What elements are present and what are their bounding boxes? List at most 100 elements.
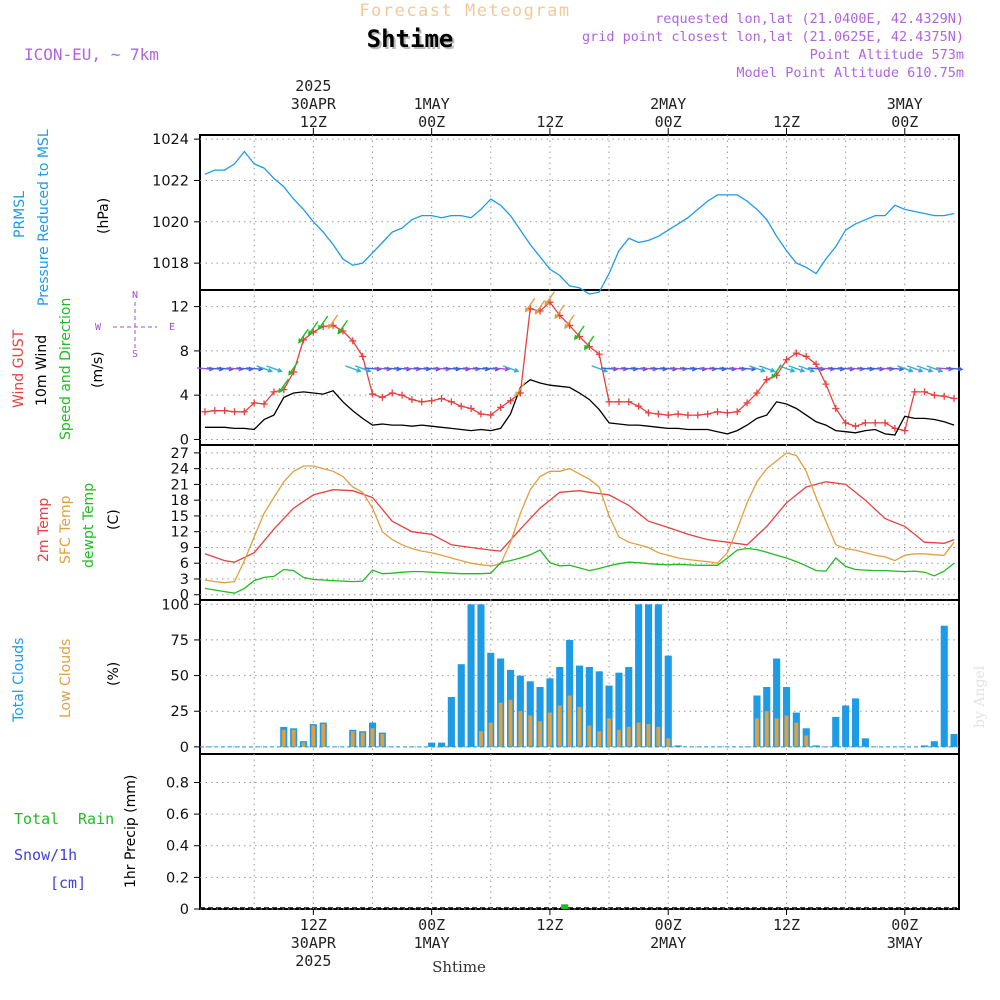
wind-direction-arrows xyxy=(196,291,964,397)
bottom-time-label: 00Z xyxy=(891,916,918,934)
gust-marker xyxy=(792,349,800,357)
wind-arrow xyxy=(857,367,874,370)
gust-marker xyxy=(753,389,761,397)
wind-arrow xyxy=(817,367,834,370)
gust-marker xyxy=(694,411,702,419)
wind-arrow xyxy=(798,365,814,372)
wind-arrow xyxy=(610,367,627,370)
bar-low-clouds xyxy=(567,695,572,747)
wind-arrow xyxy=(534,300,546,315)
top-time-label: 00Z xyxy=(891,113,918,131)
series-line-sfc-temp xyxy=(204,452,955,584)
ytick-label-2: 24 xyxy=(171,462,189,478)
grid-lines xyxy=(200,135,959,910)
bottom-time-label: 3MAY xyxy=(887,934,923,952)
gust-marker xyxy=(615,398,623,406)
temp2m-label: 2m Temp xyxy=(36,498,52,562)
wind-unit: (m/s) xyxy=(90,351,106,388)
wind-arrow-head xyxy=(574,335,579,341)
wind-arrow-head xyxy=(327,323,333,330)
top-time-label: 00Z xyxy=(418,113,445,131)
clouds-unit: (%) xyxy=(106,662,122,686)
wind-arrow-head xyxy=(278,388,284,394)
bar-low-clouds xyxy=(587,725,592,747)
ytick-label-0: 1018 xyxy=(152,256,189,272)
bar-total-clouds xyxy=(861,738,869,747)
bar-total-clouds xyxy=(428,742,436,747)
wind-arrow xyxy=(620,367,637,370)
gust-label: Wind GUST xyxy=(11,329,27,408)
wind-arrow xyxy=(433,367,450,370)
bar-total-clouds xyxy=(654,604,662,747)
wind-arrow xyxy=(906,365,923,372)
bar-low-clouds xyxy=(597,731,602,747)
wind10-label: 10m Wind xyxy=(34,335,50,406)
wind-arrow xyxy=(403,367,420,370)
wind-arrow xyxy=(886,367,903,370)
wind-arrow xyxy=(443,367,460,370)
wind-arrow xyxy=(413,367,430,370)
bar-low-clouds xyxy=(548,712,552,747)
bar-total-clouds xyxy=(950,734,958,747)
bar-total-clouds xyxy=(773,658,781,747)
wind-arrow xyxy=(318,315,329,330)
wind-arrow xyxy=(778,365,795,372)
bar-low-clouds xyxy=(607,718,611,747)
gust-marker xyxy=(714,408,721,416)
compass-rose: N S W E xyxy=(95,290,175,360)
wind-arrow xyxy=(337,319,349,334)
gust-marker xyxy=(812,360,820,368)
model-label: ICON-EU, ~ 7km xyxy=(24,45,159,64)
y-axis-ticks: 1018102010221024048120369121518212427025… xyxy=(152,132,200,918)
gust-marker xyxy=(378,393,386,401)
wind-arrow-head xyxy=(298,338,303,344)
bar-low-clouds xyxy=(311,725,316,747)
wind-arrow-head xyxy=(908,367,914,373)
wind-arrow xyxy=(216,367,233,370)
gust-marker xyxy=(743,399,751,407)
ytick-label-4: 0.8 xyxy=(166,775,189,791)
ytick-label-4: 0.6 xyxy=(166,807,189,823)
wind-arrow xyxy=(354,365,371,372)
bar-low-clouds xyxy=(538,721,542,747)
speed-dir-label: Speed and Direction xyxy=(58,298,74,440)
wind-arrow xyxy=(847,367,864,370)
wind-arrow xyxy=(502,365,519,372)
bar-low-clouds xyxy=(518,711,523,747)
wind-arrow xyxy=(384,367,401,370)
top-time-label: 3MAY xyxy=(887,95,923,113)
wind-arrow xyxy=(670,367,687,370)
bar-total-clouds xyxy=(635,604,643,747)
ytick-label-4: 0.2 xyxy=(166,870,189,886)
wind-arrow-head xyxy=(809,367,816,373)
wind-arrow xyxy=(749,365,765,372)
gust-marker xyxy=(763,376,771,384)
wind-arrow xyxy=(916,365,933,372)
gust-marker xyxy=(438,395,445,402)
gust-marker xyxy=(595,350,603,358)
wind-arrow xyxy=(525,297,536,312)
wind-arrow-head xyxy=(760,367,766,373)
bar-total-clouds xyxy=(536,687,544,747)
top-time-label: 30APR xyxy=(291,95,337,113)
ytick-label-2: 15 xyxy=(171,509,189,525)
bar-total-clouds xyxy=(585,667,593,747)
compass-east: E xyxy=(169,322,175,333)
ytick-label-0: 1020 xyxy=(152,215,189,231)
gust-marker xyxy=(635,402,643,410)
bar-total-clouds xyxy=(447,697,455,747)
compass-south: S xyxy=(132,349,138,360)
bar-low-clouds xyxy=(557,705,562,747)
bar-total-clouds xyxy=(852,698,860,747)
bar-total-clouds xyxy=(921,745,929,747)
wind-arrow xyxy=(679,367,696,370)
gust-marker xyxy=(398,391,406,399)
wind-arrow xyxy=(689,367,706,370)
top-time-label: 1MAY xyxy=(414,95,450,113)
wind-arrow xyxy=(327,314,339,329)
gust-marker xyxy=(930,391,938,399)
total-clouds-label: Total Clouds xyxy=(11,638,27,723)
station-title-shadow: Shtime xyxy=(369,27,456,55)
wind-arrow xyxy=(877,367,894,370)
bar-low-clouds xyxy=(656,726,661,747)
